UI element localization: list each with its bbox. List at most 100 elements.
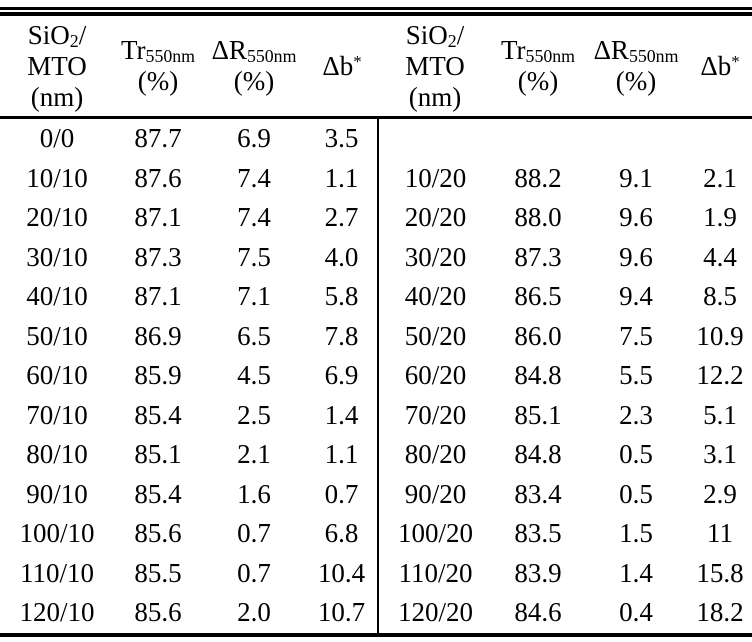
header-subscript: 550nm [628,46,679,67]
dr-value-cell: 0.7 [237,557,271,588]
db-value-cell: 7.8 [324,320,359,351]
ratio-cell: 30/20 [377,237,492,277]
db-value-cell: 2.9 [703,478,737,509]
table-row: 30/10 87.3 7.5 4.0 30/20 87.3 9.6 4.4 [0,237,752,277]
table-row: 0/0 87.7 6.9 3.5 [0,117,752,159]
dr-value-cell: 5.5 [619,360,653,391]
header-label: SiO [27,19,70,50]
tr-value-cell: 85.4 [134,399,182,430]
header-unit: (%) [517,66,559,96]
tr-value-cell: 84.6 [514,597,562,628]
table-row: 10/10 87.6 7.4 1.1 10/20 88.2 9.1 2.1 [0,158,752,198]
tr-value-cell: 85.5 [134,557,182,588]
ratio-cell: 90/10 [26,478,88,509]
header-tr550-right: Tr550nm (%) [492,16,584,119]
header-label: Tr [500,35,526,65]
tr-value-cell: 84.8 [514,439,562,470]
ratio-cell: 60/10 [26,360,88,391]
header-unit: (%) [615,66,657,96]
db-value-cell: 15.8 [696,557,744,588]
db-value-cell: 2.1 [703,162,737,193]
db-value-cell: 6.8 [324,518,359,549]
dr-value-cell: 1.5 [619,518,653,549]
ratio-cell: 30/10 [26,241,88,272]
db-value-cell: 8.5 [703,281,737,312]
db-value-cell: 6.9 [324,360,359,391]
dr-value-cell: 0.4 [619,597,653,628]
table-row: 50/10 86.9 6.5 7.8 50/20 86.0 7.5 10.9 [0,316,752,356]
tr-value-cell: 85.1 [514,399,562,430]
table-row: 70/10 85.4 2.5 1.4 70/20 85.1 2.3 5.1 [0,395,752,435]
tr-value-cell: 85.6 [134,597,182,628]
table-row: 110/10 85.5 0.7 10.4 110/20 83.9 1.4 15.… [0,553,752,593]
tr-value-cell: 86.0 [514,320,562,351]
header-db-right: Δb* [688,16,752,119]
ratio-cell: 40/10 [26,281,88,312]
db-value-cell: 10.7 [317,597,366,628]
db-value-cell: 1.9 [703,202,737,233]
table-row: 20/10 87.1 7.4 2.7 20/20 88.0 9.6 1.9 [0,198,752,238]
dr-value-cell: 9.6 [619,241,653,272]
dr-value-cell: 2.0 [237,597,271,628]
ratio-cell: 50/20 [377,316,492,356]
ratio-cell: 80/20 [377,435,492,475]
header-subscript: 2 [447,30,457,51]
ratio-cell: 120/10 [19,597,95,628]
dr-value-cell: 1.4 [619,557,653,588]
tr-value-cell: 85.9 [134,360,182,391]
ratio-cell: 20/20 [377,198,492,238]
dr-value-cell: 9.4 [619,281,653,312]
tr-value-cell: 85.4 [134,478,182,509]
db-value-cell: 1.1 [324,439,359,470]
dr-value-cell: 0.5 [619,478,653,509]
db-value-cell: 2.7 [324,202,359,233]
header-label: (nm) [30,81,84,112]
tr-value-cell: 87.7 [134,123,182,154]
header-label: (nm) [408,81,462,112]
db-value-cell: 1.4 [324,399,359,430]
tr-value-cell: 88.0 [514,202,562,233]
table-row: 60/10 85.9 4.5 6.9 60/20 84.8 5.5 12.2 [0,356,752,396]
tr-value-cell: 86.9 [134,320,182,351]
table-row: 120/10 85.6 2.0 10.7 120/20 84.6 0.4 18.… [0,593,752,633]
db-value-cell: 12.2 [696,360,744,391]
ratio-cell: 60/20 [377,356,492,396]
table-row: 90/10 85.4 1.6 0.7 90/20 83.4 0.5 2.9 [0,474,752,514]
tr-value-cell: 87.3 [134,241,182,272]
dr-value-cell: 0.7 [237,518,271,549]
dr-value-cell: 7.1 [237,281,271,312]
header-sio2-mto-left: SiO2/ MTO (nm) [0,16,114,119]
db-value-cell [688,118,752,159]
ratio-cell: 80/10 [26,439,88,470]
top-rule-inner [0,12,752,16]
db-value-cell: 3.5 [324,123,359,154]
tr-value-cell: 87.1 [134,202,182,233]
dr-value-cell [584,118,688,159]
header-subscript: 550nm [246,46,297,67]
table-header-row: SiO2/ MTO (nm) Tr550nm (%) ΔR550nm (%) Δ… [0,16,752,119]
top-rule-outer [0,7,752,10]
table-body: 0/0 87.7 6.9 3.5 10/10 87.6 7.4 1.1 10/2… [0,117,752,633]
ratio-cell: 50/10 [26,320,88,351]
ratio-cell: 70/10 [26,399,88,430]
db-value-cell: 11 [707,518,733,549]
dr-value-cell: 2.3 [619,399,653,430]
tr-value-cell: 83.9 [514,557,562,588]
header-subscript: 550nm [525,46,576,67]
ratio-cell: 110/20 [377,553,492,593]
db-value-cell: 10.4 [317,557,366,588]
table-row: 100/10 85.6 0.7 6.8 100/20 83.5 1.5 11 [0,514,752,554]
dr-value-cell: 7.5 [619,320,653,351]
bottom-rule [0,632,752,637]
header-db-left: Δb* [306,16,378,119]
db-value-cell: 10.9 [696,320,744,351]
header-label: Δb [322,50,354,81]
dr-value-cell: 6.9 [237,123,271,154]
tr-value-cell: 84.8 [514,360,562,391]
header-superscript: * [353,51,362,71]
header-label: ΔR [593,35,629,65]
tr-value-cell: 86.5 [514,281,562,312]
ratio-cell: 10/10 [26,162,88,193]
tr-value-cell: 87.6 [134,162,182,193]
